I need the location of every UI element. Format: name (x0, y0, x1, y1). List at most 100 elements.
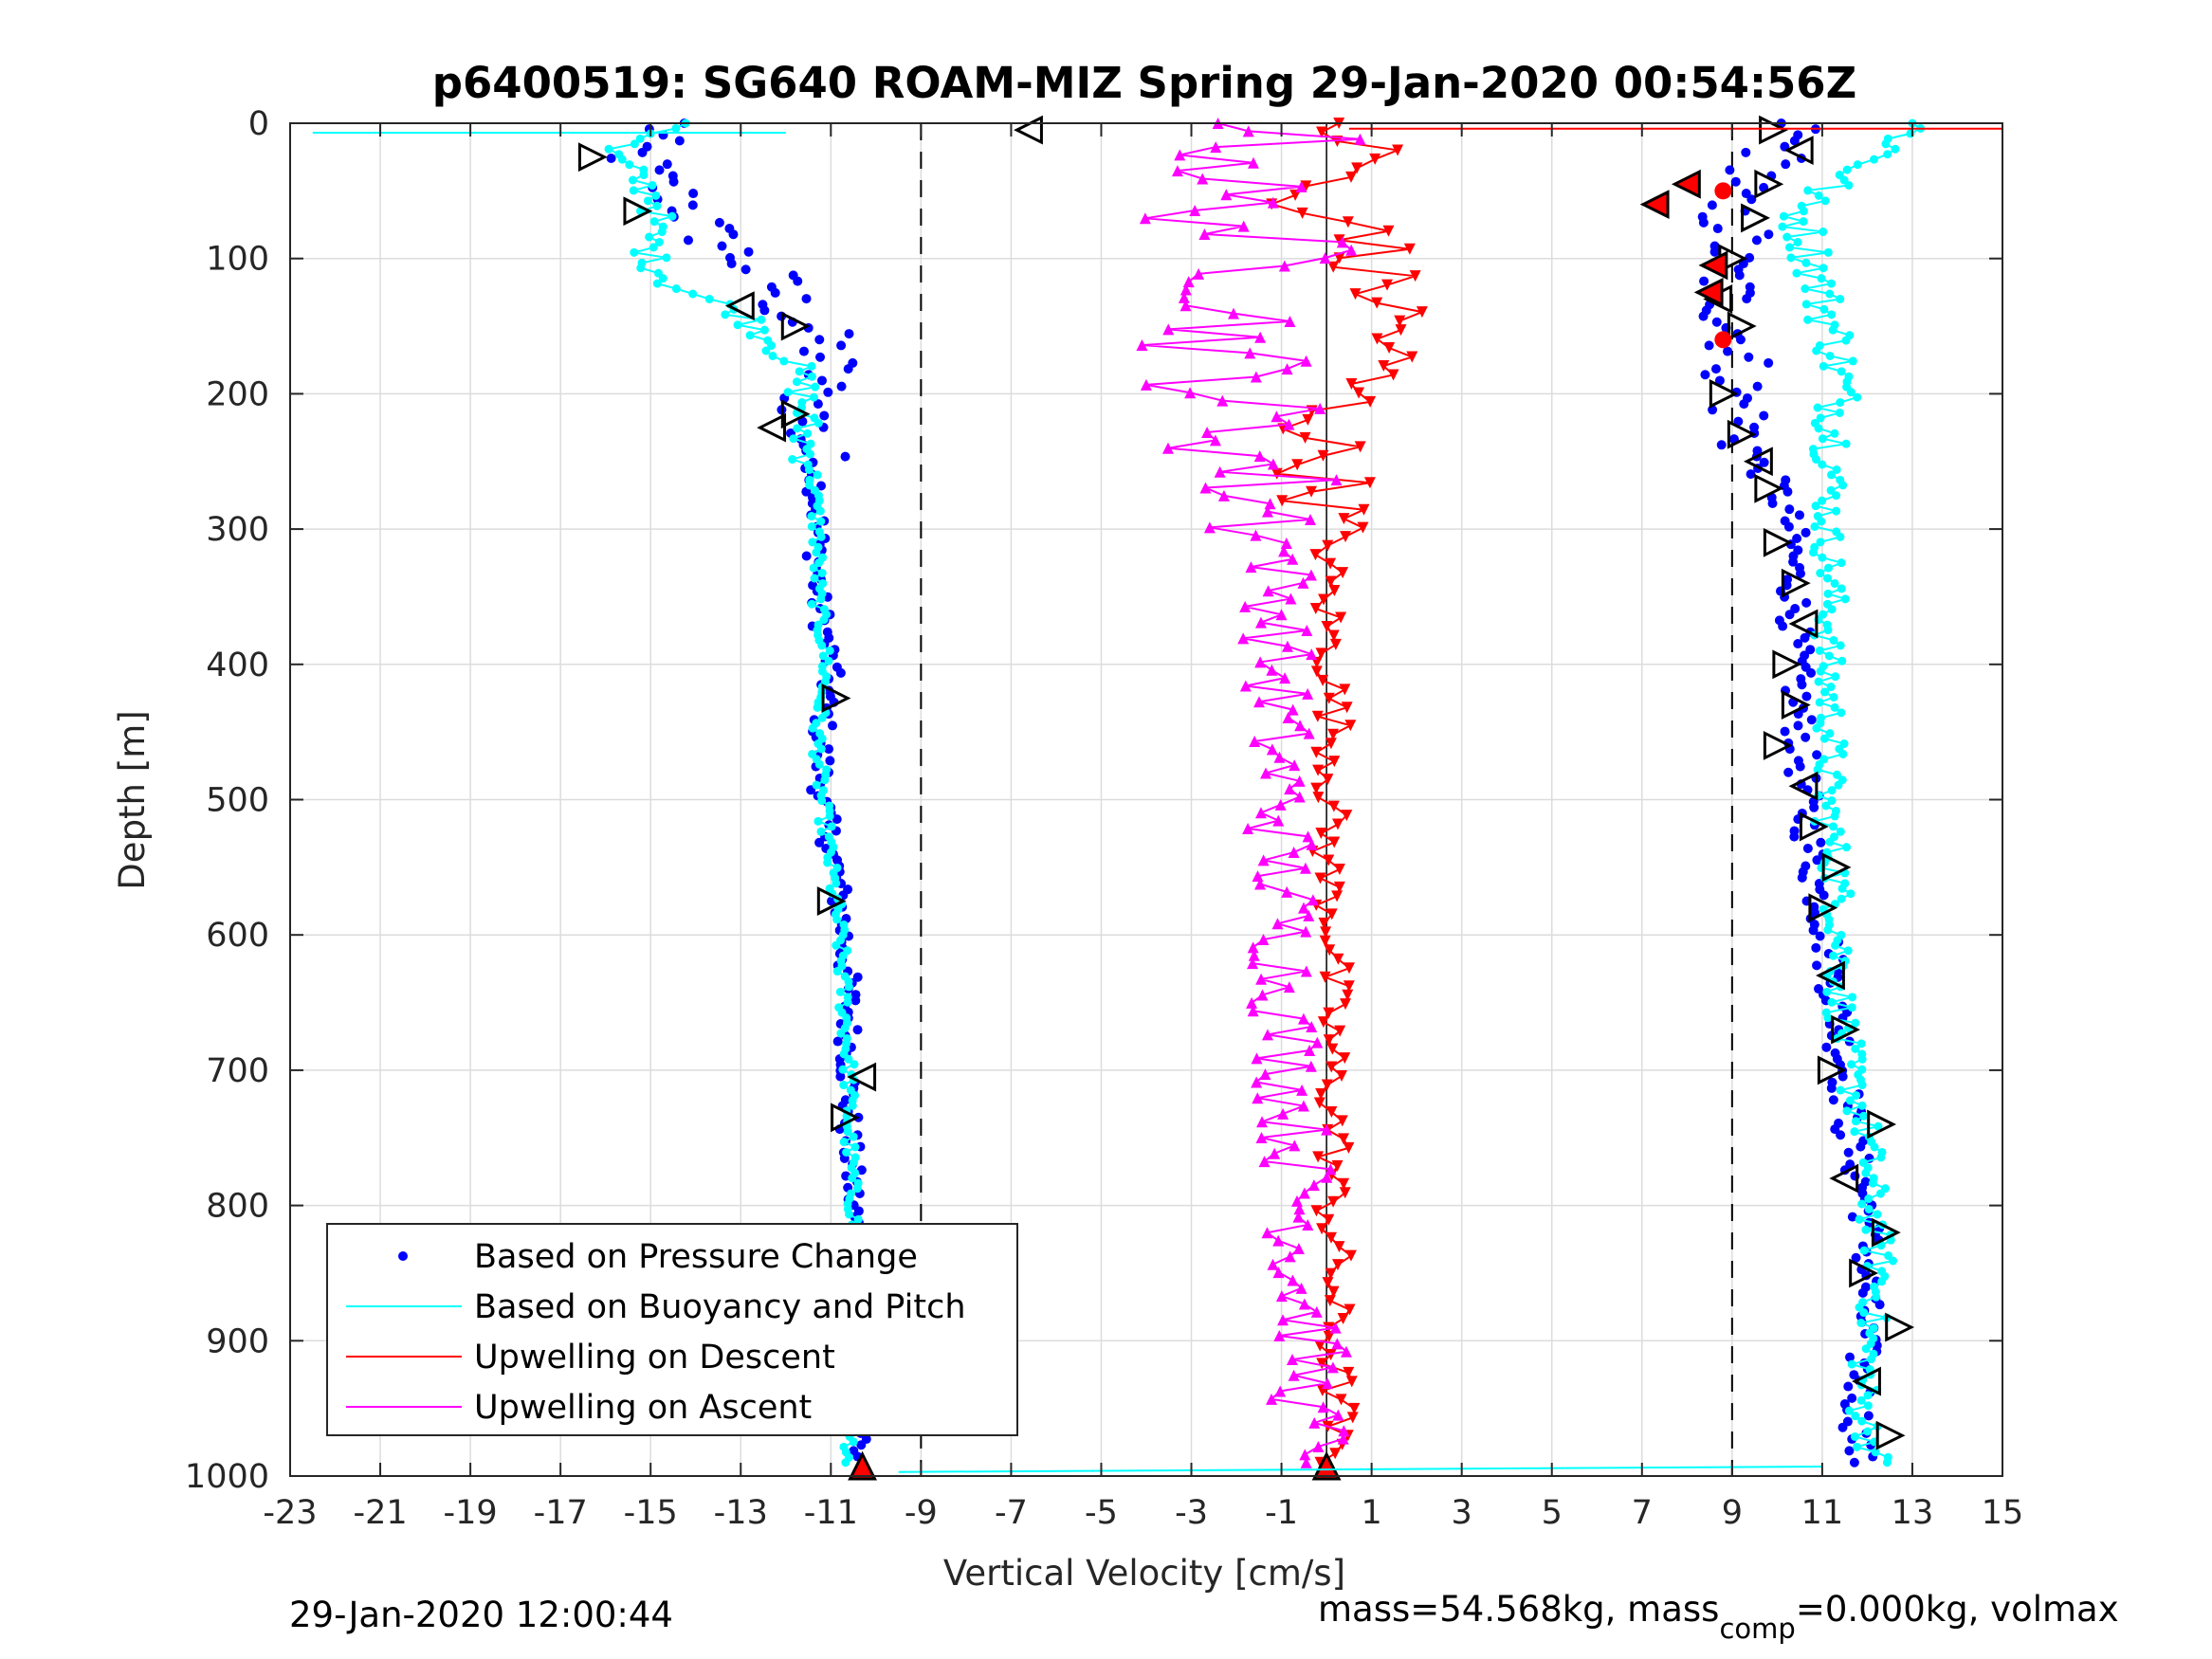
buoyancy-ascent-point (1793, 237, 1802, 246)
upwelling-descent-marker (1320, 926, 1332, 939)
upwelling-ascent-marker (1245, 561, 1257, 574)
upwelling-ascent-marker (1340, 1345, 1352, 1358)
buoyancy-descent-point (816, 594, 826, 604)
ascent-triangle-marker (1788, 609, 1819, 639)
buoyancy-ascent-point (1844, 1406, 1854, 1415)
y-tick-label: 0 (248, 105, 269, 143)
red-triangle-marker (1639, 190, 1670, 220)
upwelling-descent-marker (1344, 1304, 1356, 1316)
upwelling-descent-marker (1325, 908, 1338, 921)
pressure-ascent-point (1752, 381, 1763, 392)
buoyancy-ascent-point (1826, 683, 1836, 692)
upwelling-ascent-marker (1317, 1401, 1329, 1413)
buoyancy-ascent-point (1823, 574, 1833, 583)
upwelling-descent-marker (1344, 1249, 1357, 1262)
buoyancy-descent-point (639, 171, 649, 180)
buoyancy-descent-point (803, 428, 813, 438)
upwelling-ascent-marker (1295, 180, 1307, 192)
buoyancy-ascent-point (1832, 491, 1841, 501)
buoyancy-descent-point (649, 217, 659, 227)
buoyancy-ascent-point (1803, 186, 1813, 195)
y-tick-label: 300 (206, 511, 269, 549)
buoyancy-ascent-point (1855, 1214, 1864, 1224)
buoyancy-ascent-point (1871, 1448, 1880, 1457)
x-tick-label: -5 (1085, 1494, 1118, 1532)
upwelling-ascent-marker (1247, 156, 1259, 169)
buoyancy-ascent-point (1830, 578, 1839, 588)
upwelling-ascent-marker (1275, 1290, 1288, 1303)
pressure-descent-point (717, 241, 727, 251)
buoyancy-ascent-point (1838, 481, 1848, 490)
y-axis-ticks: 0 100 200 300 400 500 600 700 800 900 1000 (185, 105, 2002, 1496)
upwelling-ascent-marker (1179, 283, 1192, 296)
pressure-ascent-point (1710, 364, 1721, 374)
ascent-triangle-marker (1829, 1163, 1859, 1194)
buoyancy-ascent-point (1814, 191, 1823, 200)
upwelling-descent-marker (1324, 944, 1336, 957)
buoyancy-ascent-point (1846, 388, 1856, 397)
descent-triangle-marker (577, 142, 608, 173)
upwelling-descent-marker (1333, 863, 1345, 875)
buoyancy-ascent-point (1817, 274, 1826, 283)
buoyancy-ascent-point (1813, 765, 1822, 775)
pressure-descent-point (828, 720, 838, 731)
upwelling-ascent-marker (1300, 965, 1312, 977)
upwelling-ascent-marker (1277, 1314, 1289, 1326)
upwelling-descent-marker (1335, 1070, 1347, 1083)
pressure-descent-point (823, 387, 833, 397)
pressure-ascent-point (1837, 1071, 1848, 1082)
buoyancy-descent-point (814, 418, 823, 428)
upwelling-descent-marker (1319, 935, 1331, 947)
pressure-ascent-point (1735, 335, 1746, 345)
upwelling-ascent-marker (1251, 1076, 1263, 1088)
pressure-descent-point (770, 287, 780, 298)
upwelling-descent-marker (1325, 1231, 1337, 1244)
descent-triangle-marker (780, 311, 811, 341)
buoyancy-ascent-point (1856, 1318, 1866, 1327)
upwelling-ascent-marker (1247, 941, 1259, 954)
upwelling-descent-marker (1328, 836, 1341, 848)
buoyancy-descent-point (789, 434, 798, 444)
pressure-ascent-point (1744, 352, 1754, 362)
buoyancy-ascent-point (1825, 729, 1835, 738)
pressure-ascent-point (1844, 1446, 1855, 1456)
buoyancy-ascent-point (1861, 1168, 1871, 1177)
buoyancy-ascent-point (1873, 1210, 1882, 1219)
upwelling-ascent-marker (1279, 672, 1291, 684)
upwelling-ascent-marker (1306, 838, 1318, 850)
upwelling-descent-marker (1341, 702, 1353, 714)
upwelling-descent-marker (1416, 306, 1428, 319)
pressure-ascent-point (1847, 1393, 1857, 1403)
legend-entry-upwelling-descent: Upwelling on Descent (474, 1339, 835, 1376)
y-tick-label: 700 (206, 1052, 269, 1090)
upwelling-ascent-marker (1174, 149, 1186, 161)
buoyancy-ascent-point (1816, 538, 1825, 547)
pressure-descent-point (819, 410, 830, 421)
buoyancy-descent-point (688, 289, 698, 299)
upwelling-ascent-marker (1312, 1441, 1325, 1453)
upwelling-descent-marker (1337, 1313, 1349, 1325)
upwelling-ascent-marker (1292, 1243, 1305, 1255)
upwelling-ascent-marker (1140, 378, 1152, 391)
upwelling-descent-marker (1306, 485, 1318, 498)
pressure-ascent-point (1826, 1083, 1837, 1093)
x-tick-label: 11 (1801, 1494, 1844, 1532)
buoyancy-descent-point (841, 1458, 850, 1468)
upwelling-descent-marker (1325, 738, 1337, 750)
upwelling-descent-marker (1322, 774, 1334, 786)
buoyancy-descent-point (628, 175, 637, 185)
upwelling-descent-marker (1318, 593, 1330, 606)
upwelling-ascent-marker (1228, 307, 1240, 319)
upwelling-ascent-marker (1254, 878, 1267, 890)
footer-date: 29-Jan-2020 12:00:44 (289, 1595, 673, 1635)
buoyancy-ascent-point (1829, 692, 1838, 702)
pressure-ascent (1697, 118, 1885, 1468)
pressure-ascent-point (1704, 340, 1714, 351)
upwelling-ascent-marker (1311, 1036, 1324, 1048)
upwelling-descent-marker (1323, 692, 1335, 704)
pressure-descent-point (714, 217, 724, 228)
pressure-descent-point (815, 352, 826, 362)
buoyancy-ascent-point (1810, 521, 1819, 531)
upwelling-ascent-marker (1184, 387, 1197, 399)
